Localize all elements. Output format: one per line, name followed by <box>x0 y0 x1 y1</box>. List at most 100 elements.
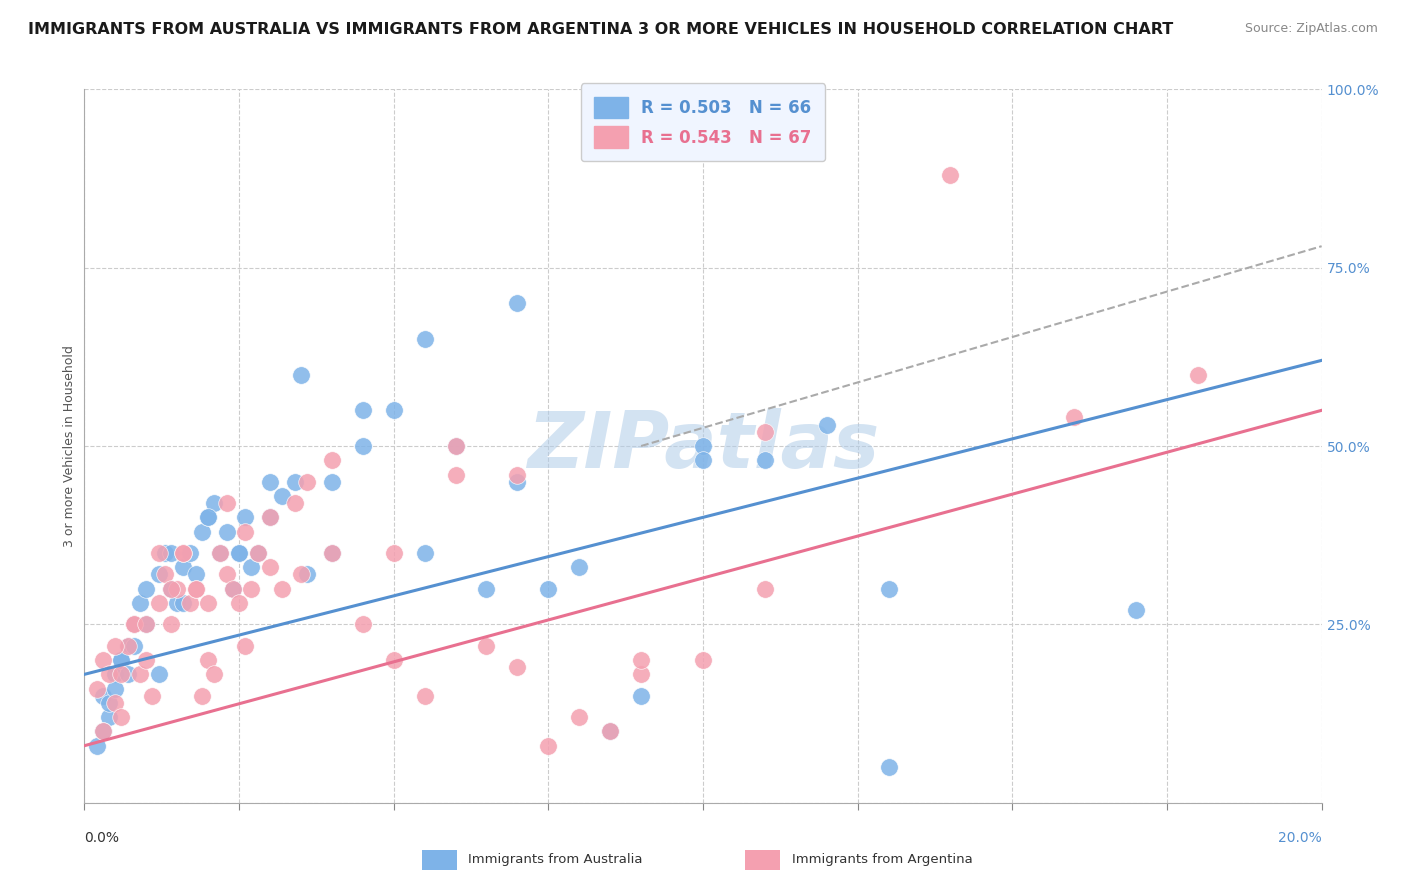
Point <box>148 567 170 582</box>
Point <box>110 667 132 681</box>
Y-axis label: 3 or more Vehicles in Household: 3 or more Vehicles in Household <box>63 345 76 547</box>
Point <box>444 467 467 482</box>
Point <box>191 524 214 539</box>
Point <box>537 582 560 596</box>
Point <box>166 582 188 596</box>
Point <box>568 710 591 724</box>
Point <box>160 617 183 632</box>
Point <box>117 639 139 653</box>
Point <box>321 546 343 560</box>
Point <box>295 567 318 582</box>
Text: ZIPatlas: ZIPatlas <box>527 408 879 484</box>
Point <box>259 560 281 574</box>
Point <box>599 724 621 739</box>
Point <box>506 467 529 482</box>
Point <box>877 760 900 774</box>
Text: Source: ZipAtlas.com: Source: ZipAtlas.com <box>1244 22 1378 36</box>
Point <box>191 689 214 703</box>
Point <box>321 475 343 489</box>
Point <box>215 567 238 582</box>
Point <box>215 524 238 539</box>
Point <box>939 168 962 182</box>
Point <box>413 332 436 346</box>
Point <box>284 496 307 510</box>
Point <box>215 496 238 510</box>
Point <box>172 546 194 560</box>
Point <box>413 689 436 703</box>
Point <box>104 696 127 710</box>
Point <box>98 696 121 710</box>
Point <box>122 639 145 653</box>
Point <box>271 582 294 596</box>
Point <box>98 710 121 724</box>
Point <box>110 710 132 724</box>
Point <box>141 689 163 703</box>
Point <box>506 475 529 489</box>
Point <box>475 582 498 596</box>
Point <box>877 582 900 596</box>
Point <box>160 582 183 596</box>
Point <box>91 724 114 739</box>
Point <box>148 596 170 610</box>
Point <box>172 560 194 574</box>
Point <box>117 667 139 681</box>
Point <box>179 596 201 610</box>
Point <box>135 653 157 667</box>
Point <box>160 546 183 560</box>
Point <box>129 667 152 681</box>
Point <box>197 510 219 524</box>
Point <box>259 475 281 489</box>
Point <box>259 510 281 524</box>
Point <box>184 582 207 596</box>
Point <box>1125 603 1147 617</box>
Point <box>246 546 269 560</box>
Point <box>382 546 405 560</box>
Point <box>444 439 467 453</box>
Point <box>1187 368 1209 382</box>
Point <box>692 439 714 453</box>
Point <box>86 739 108 753</box>
Point <box>259 510 281 524</box>
Point <box>295 475 318 489</box>
Point <box>202 496 225 510</box>
Point <box>630 689 652 703</box>
Point <box>104 667 127 681</box>
Point <box>122 617 145 632</box>
Point <box>222 582 245 596</box>
Text: 0.0%: 0.0% <box>84 831 120 846</box>
Point <box>290 567 312 582</box>
Point <box>630 653 652 667</box>
Point <box>104 639 127 653</box>
Point <box>568 560 591 574</box>
Point <box>754 582 776 596</box>
Text: 20.0%: 20.0% <box>1278 831 1322 846</box>
Point <box>148 667 170 681</box>
Point <box>599 724 621 739</box>
Point <box>91 653 114 667</box>
Point <box>228 596 250 610</box>
Point <box>104 681 127 696</box>
Text: Immigrants from Australia: Immigrants from Australia <box>468 854 643 866</box>
Point <box>86 681 108 696</box>
Point <box>754 425 776 439</box>
Point <box>222 582 245 596</box>
Point <box>815 417 838 432</box>
Point <box>110 653 132 667</box>
Point <box>184 582 207 596</box>
Point <box>197 596 219 610</box>
Point <box>692 453 714 467</box>
Point <box>135 617 157 632</box>
Point <box>122 617 145 632</box>
Point <box>352 439 374 453</box>
Point <box>352 617 374 632</box>
Point <box>382 653 405 667</box>
Point <box>135 617 157 632</box>
Point <box>321 546 343 560</box>
Point <box>228 546 250 560</box>
Point <box>692 653 714 667</box>
Point <box>135 582 157 596</box>
Point <box>91 724 114 739</box>
Point <box>444 439 467 453</box>
Point <box>228 546 250 560</box>
Point <box>413 546 436 560</box>
